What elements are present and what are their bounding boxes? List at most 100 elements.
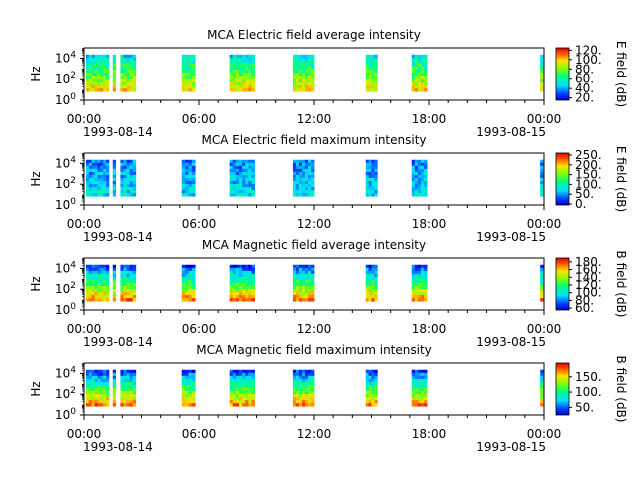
spectrogram-cell: [420, 285, 425, 290]
spectrogram-cell: [251, 63, 255, 68]
spectrogram-cells: [85, 264, 545, 302]
spectrogram-cell: [132, 57, 137, 62]
spectrogram-cell: [417, 82, 422, 86]
spectrogram-cell: [417, 264, 422, 269]
spectrogram-cell: [304, 292, 309, 296]
spectrogram-cell: [417, 174, 422, 179]
spectrogram-cell: [301, 63, 306, 68]
spectrogram-cell: [100, 159, 104, 164]
spectrogram-cell: [85, 190, 90, 194]
spectrogram-cell: [298, 174, 303, 179]
spectrogram-cell: [242, 375, 246, 380]
spectrogram-cell: [239, 400, 243, 404]
spectrogram-cell: [112, 79, 117, 83]
spectrogram-cell: [232, 292, 237, 296]
spectrogram-cell: [424, 168, 428, 173]
spectrogram-cell: [292, 60, 297, 65]
spectrogram-cell: [310, 369, 315, 374]
spectrogram-cell: [292, 387, 297, 392]
spectrogram-cell: [185, 63, 189, 68]
spectrogram-cell: [417, 69, 422, 74]
spectrogram-cell: [232, 298, 237, 302]
spectrogram-cell: [298, 54, 303, 59]
spectrogram-cell: [374, 177, 378, 182]
spectrogram-cell: [239, 66, 243, 71]
spectrogram-cell: [411, 75, 416, 80]
spectrogram-cell: [123, 168, 127, 173]
spectrogram-cell: [106, 298, 110, 302]
spectrogram-cell: [365, 289, 370, 293]
spectrogram-cell: [239, 159, 243, 164]
spectrogram-cell: [232, 264, 237, 269]
spectrogram-cell: [245, 75, 249, 80]
spectrogram-cell: [424, 273, 428, 278]
spectrogram-cell: [239, 193, 243, 197]
spectrogram-cell: [126, 270, 131, 275]
spectrogram-cell: [91, 403, 95, 407]
y-tick-label: 102: [55, 71, 76, 86]
spectrogram-cell: [424, 184, 428, 188]
y-axis-label: Hz: [29, 66, 43, 81]
spectrogram-cell: [295, 387, 300, 392]
spectrogram-cell: [112, 282, 117, 287]
spectrogram-cell: [229, 282, 234, 287]
spectrogram-cell: [365, 63, 370, 68]
spectrogram-cell: [307, 289, 312, 293]
spectrogram-cell: [126, 187, 131, 191]
spectrogram-cell: [310, 381, 315, 386]
spectrogram-cell: [424, 403, 428, 407]
spectrogram-cell: [540, 292, 545, 296]
spectrogram-cell: [301, 75, 306, 80]
spectrogram-cell: [188, 174, 193, 179]
spectrogram-cell: [414, 72, 419, 77]
spectrogram-cell: [232, 193, 237, 197]
spectrogram-cell: [411, 400, 416, 404]
spectrogram-cell: [181, 57, 186, 62]
spectrogram-cell: [420, 159, 425, 164]
spectrogram-cell: [185, 289, 189, 293]
spectrogram-cell: [365, 387, 370, 392]
spectrogram-cell: [420, 295, 425, 299]
spectrogram-cell: [235, 88, 240, 92]
spectrogram-cell: [365, 390, 370, 395]
spectrogram-cell: [91, 384, 95, 389]
spectrogram-cell: [242, 174, 246, 179]
spectrogram-cell: [371, 79, 375, 83]
spectrogram-cell: [295, 267, 300, 272]
spectrogram-cell: [188, 270, 193, 275]
spectrogram-cell: [307, 180, 312, 185]
spectrogram-cell: [307, 174, 312, 179]
spectrogram-cell: [414, 369, 419, 374]
spectrogram-cell: [120, 162, 124, 167]
spectrogram-cell: [126, 372, 131, 377]
spectrogram-cell: [188, 88, 193, 92]
spectrogram-cell: [242, 267, 246, 272]
spectrogram-cell: [188, 69, 193, 74]
spectrogram-cell: [301, 285, 306, 290]
spectrogram-cell: [292, 79, 297, 83]
spectrogram-cell: [540, 282, 545, 287]
spectrogram-cell: [103, 75, 107, 80]
spectrogram-cell: [239, 85, 243, 89]
spectrogram-cell: [242, 279, 246, 284]
spectrogram-cell: [245, 174, 249, 179]
spectrogram-cell: [295, 285, 300, 290]
spectrogram-cell: [191, 187, 196, 191]
spectrogram-cell: [411, 60, 416, 65]
spectrogram-cell: [374, 381, 378, 386]
spectrogram-cell: [368, 381, 372, 386]
spectrogram-cell: [100, 177, 104, 182]
spectrogram-cell: [365, 79, 370, 83]
spectrogram-cell: [188, 85, 193, 89]
spectrogram-cell: [248, 273, 252, 278]
spectrogram-cell: [235, 397, 240, 401]
spectrogram-cell: [188, 60, 193, 65]
spectrogram-cell: [235, 79, 240, 83]
spectrogram-cell: [129, 165, 134, 170]
spectrogram-cell: [112, 400, 117, 404]
panel-title: MCA Magnetic field average intensity: [202, 238, 426, 252]
spectrogram-cell: [310, 270, 315, 275]
spectrogram-cells: [85, 54, 545, 92]
spectrogram-cell: [411, 171, 416, 176]
spectrogram-cell: [85, 267, 90, 272]
